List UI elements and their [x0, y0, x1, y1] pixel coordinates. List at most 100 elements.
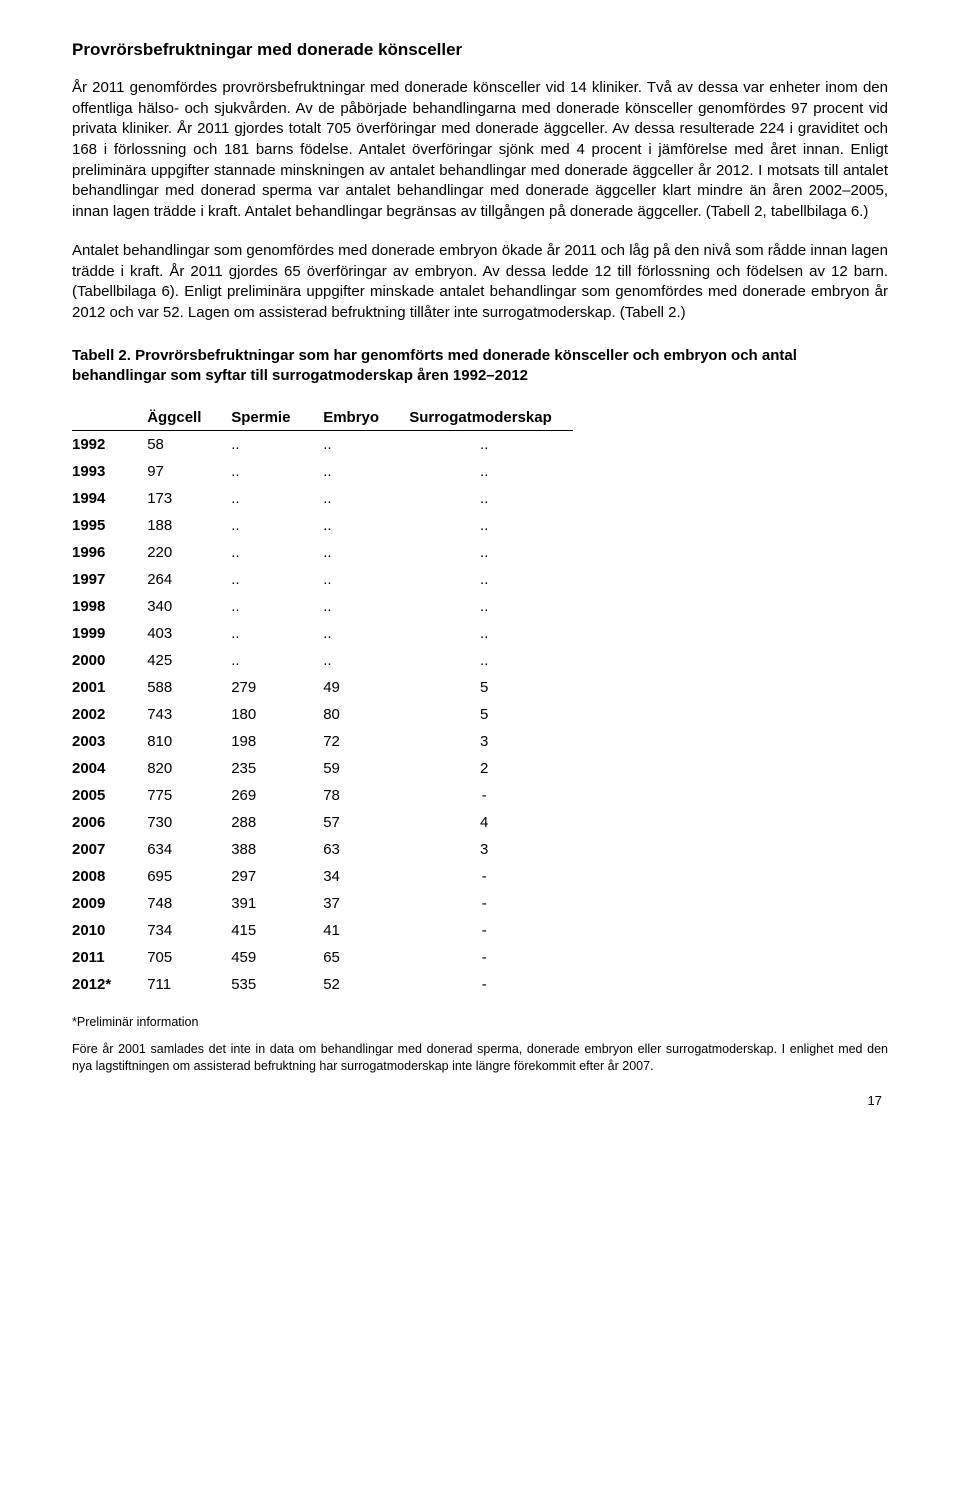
- cell-year: 2001: [72, 674, 147, 701]
- cell-surrogat: ..: [409, 458, 573, 485]
- table-row: 2002743180805: [72, 701, 573, 728]
- cell-surrogat: ..: [409, 620, 573, 647]
- cell-embryo: ..: [323, 430, 409, 458]
- cell-embryo: ..: [323, 539, 409, 566]
- cell-aggcell: 97: [147, 458, 231, 485]
- cell-spermie: 535: [231, 971, 323, 998]
- cell-year: 1999: [72, 620, 147, 647]
- cell-spermie: ..: [231, 485, 323, 512]
- cell-embryo: ..: [323, 458, 409, 485]
- cell-spermie: 459: [231, 944, 323, 971]
- cell-year: 1998: [72, 593, 147, 620]
- cell-embryo: ..: [323, 512, 409, 539]
- cell-aggcell: 810: [147, 728, 231, 755]
- cell-spermie: 269: [231, 782, 323, 809]
- cell-aggcell: 820: [147, 755, 231, 782]
- cell-aggcell: 425: [147, 647, 231, 674]
- cell-year: 2010: [72, 917, 147, 944]
- col-year-header: [72, 405, 147, 431]
- cell-embryo: 65: [323, 944, 409, 971]
- cell-spermie: ..: [231, 593, 323, 620]
- cell-aggcell: 748: [147, 890, 231, 917]
- cell-surrogat: ..: [409, 647, 573, 674]
- cell-year: 2006: [72, 809, 147, 836]
- cell-embryo: ..: [323, 485, 409, 512]
- cell-spermie: ..: [231, 458, 323, 485]
- cell-year: 1996: [72, 539, 147, 566]
- document-page: Provrörsbefruktningar med donerade könsc…: [0, 0, 960, 1138]
- cell-embryo: 49: [323, 674, 409, 701]
- cell-embryo: 78: [323, 782, 409, 809]
- cell-year: 1992: [72, 430, 147, 458]
- cell-year: 2011: [72, 944, 147, 971]
- cell-year: 2003: [72, 728, 147, 755]
- col-spermie-header: Spermie: [231, 405, 323, 431]
- cell-aggcell: 775: [147, 782, 231, 809]
- cell-embryo: ..: [323, 593, 409, 620]
- cell-spermie: 279: [231, 674, 323, 701]
- cell-spermie: 388: [231, 836, 323, 863]
- cell-embryo: 80: [323, 701, 409, 728]
- cell-spermie: ..: [231, 620, 323, 647]
- cell-aggcell: 743: [147, 701, 231, 728]
- cell-embryo: 41: [323, 917, 409, 944]
- cell-year: 2005: [72, 782, 147, 809]
- cell-embryo: 57: [323, 809, 409, 836]
- cell-embryo: 72: [323, 728, 409, 755]
- paragraph-2: Antalet behandlingar som genomfördes med…: [72, 241, 888, 324]
- cell-aggcell: 403: [147, 620, 231, 647]
- cell-aggcell: 695: [147, 863, 231, 890]
- cell-surrogat: ..: [409, 566, 573, 593]
- table-row: 200974839137-: [72, 890, 573, 917]
- cell-year: 1994: [72, 485, 147, 512]
- page-number: 17: [72, 1093, 888, 1108]
- cell-spermie: ..: [231, 647, 323, 674]
- cell-year: 2012*: [72, 971, 147, 998]
- cell-surrogat: 5: [409, 674, 573, 701]
- cell-spermie: 391: [231, 890, 323, 917]
- cell-surrogat: 5: [409, 701, 573, 728]
- col-surrogat-header: Surrogatmoderskap: [409, 405, 573, 431]
- cell-spermie: ..: [231, 512, 323, 539]
- cell-spermie: 235: [231, 755, 323, 782]
- cell-surrogat: 2: [409, 755, 573, 782]
- cell-surrogat: -: [409, 890, 573, 917]
- table-row: 201073441541-: [72, 917, 573, 944]
- cell-embryo: ..: [323, 566, 409, 593]
- table-row: 2004820235592: [72, 755, 573, 782]
- cell-embryo: 52: [323, 971, 409, 998]
- cell-spermie: ..: [231, 430, 323, 458]
- paragraph-1: År 2011 genomfördes provrörsbefruktninga…: [72, 78, 888, 223]
- cell-aggcell: 58: [147, 430, 231, 458]
- table-row: 1997264......: [72, 566, 573, 593]
- cell-surrogat: 4: [409, 809, 573, 836]
- cell-aggcell: 340: [147, 593, 231, 620]
- cell-embryo: ..: [323, 647, 409, 674]
- section-heading: Provrörsbefruktningar med donerade könsc…: [72, 40, 888, 60]
- cell-surrogat: -: [409, 944, 573, 971]
- cell-year: 1993: [72, 458, 147, 485]
- cell-aggcell: 711: [147, 971, 231, 998]
- cell-surrogat: -: [409, 917, 573, 944]
- cell-spermie: 198: [231, 728, 323, 755]
- cell-aggcell: 730: [147, 809, 231, 836]
- table-row: 2001588279495: [72, 674, 573, 701]
- col-aggcell-header: Äggcell: [147, 405, 231, 431]
- cell-year: 1995: [72, 512, 147, 539]
- table-row: 201170545965-: [72, 944, 573, 971]
- cell-surrogat: 3: [409, 836, 573, 863]
- table-row: 199258......: [72, 430, 573, 458]
- table-row: 2006730288574: [72, 809, 573, 836]
- cell-embryo: 37: [323, 890, 409, 917]
- cell-spermie: ..: [231, 566, 323, 593]
- table-row: 1998340......: [72, 593, 573, 620]
- cell-surrogat: ..: [409, 539, 573, 566]
- table-row: 2012*71153552-: [72, 971, 573, 998]
- cell-aggcell: 188: [147, 512, 231, 539]
- cell-aggcell: 264: [147, 566, 231, 593]
- cell-embryo: 34: [323, 863, 409, 890]
- cell-spermie: 180: [231, 701, 323, 728]
- cell-year: 2007: [72, 836, 147, 863]
- cell-aggcell: 173: [147, 485, 231, 512]
- table-row: 2003810198723: [72, 728, 573, 755]
